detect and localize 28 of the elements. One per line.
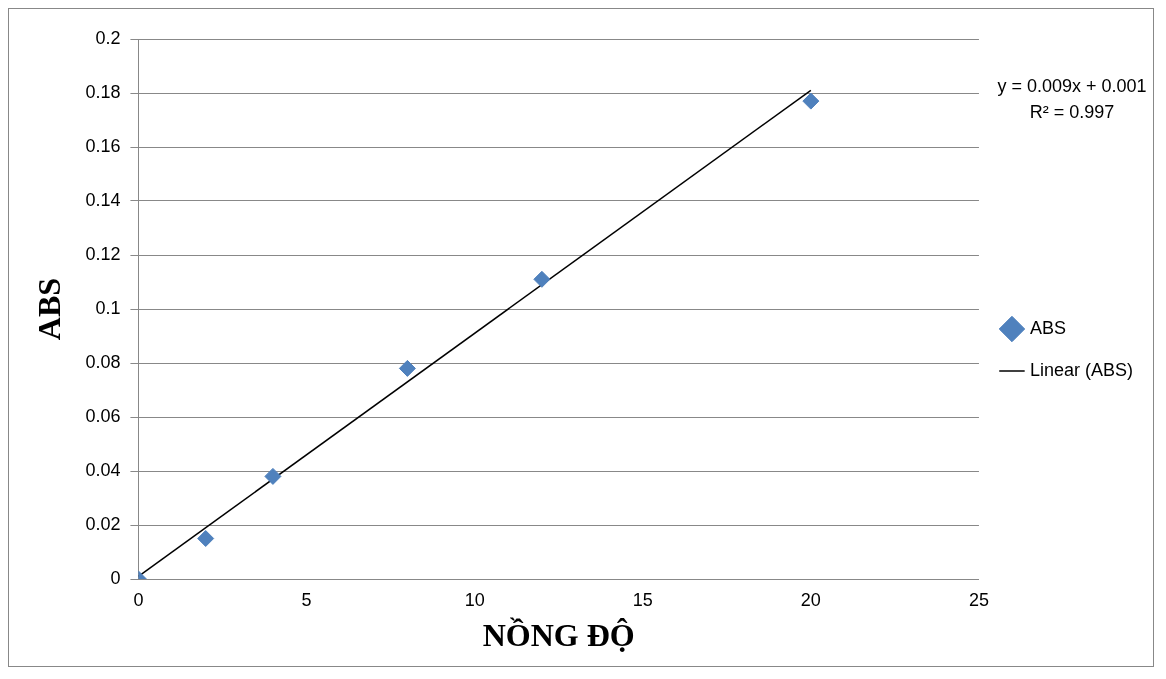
x-tick-label: 25 bbox=[968, 589, 989, 610]
y-tick-label: 0.1 bbox=[95, 297, 121, 318]
point bbox=[802, 92, 820, 110]
point bbox=[197, 530, 215, 547]
y-tick-label: 0.12 bbox=[85, 243, 121, 264]
text: y = 0.009x + 0.001 bbox=[997, 75, 1147, 96]
x-tick-label: 5 bbox=[301, 589, 312, 610]
point bbox=[533, 270, 551, 288]
y-tick-label: 0.04 bbox=[85, 459, 121, 480]
x-tick-label: 10 bbox=[464, 589, 485, 610]
x-axis-title: NỒNG ĐỘ bbox=[482, 617, 635, 654]
text: R² = 0.997 bbox=[1029, 101, 1115, 122]
y-tick-label: 0.14 bbox=[85, 189, 121, 210]
point bbox=[264, 467, 282, 485]
y-axis-title: ABS bbox=[31, 277, 68, 341]
y-tick-label: 0 bbox=[110, 567, 121, 588]
x-tick-label: 15 bbox=[632, 589, 653, 610]
y-tick-label: 0.08 bbox=[85, 351, 121, 372]
y-tick-label: 0.02 bbox=[85, 513, 121, 534]
x-tick-label: 0 bbox=[133, 589, 144, 610]
point bbox=[398, 359, 416, 377]
legend-label: ABS bbox=[1029, 317, 1066, 338]
x-tick-label: 20 bbox=[800, 589, 821, 610]
legend-label: Linear (ABS) bbox=[1029, 359, 1133, 380]
y-tick-label: 0.2 bbox=[95, 27, 121, 48]
y-tick-label: 0.06 bbox=[85, 405, 121, 426]
y-tick-label: 0.16 bbox=[85, 135, 121, 156]
y-tick-label: 0.18 bbox=[85, 81, 121, 102]
